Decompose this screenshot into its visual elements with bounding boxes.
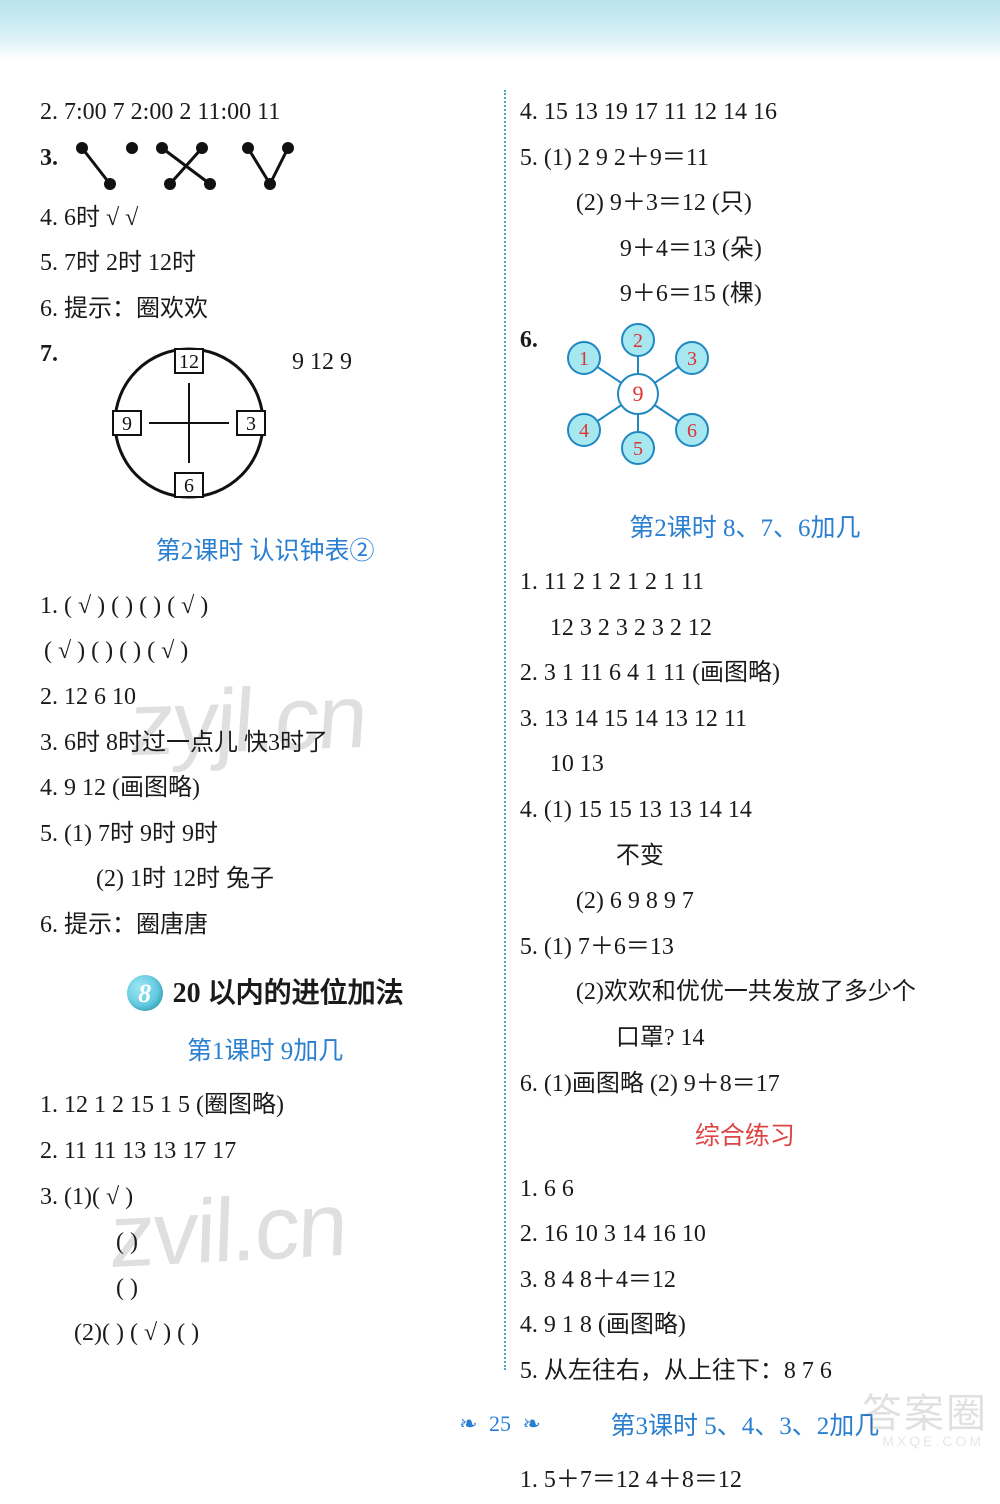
l-s2-q5b: (2) 1时 12时 兔子 bbox=[40, 857, 490, 903]
l-s2-q3: 3. 6时 8时过一点儿 快3时了 bbox=[40, 721, 490, 767]
heading-comprehensive: 综合练习 bbox=[520, 1113, 970, 1161]
l-q7-row: 7. 12 3 6 9 9 12 9 bbox=[40, 332, 490, 520]
page-footer: ❧ 25 ❧ bbox=[0, 1411, 1000, 1437]
svg-text:6: 6 bbox=[687, 420, 697, 442]
section-badge-icon: 8 bbox=[127, 975, 163, 1011]
svg-text:3: 3 bbox=[246, 413, 256, 435]
heading-lesson1-9plus: 第1课时 9加几 bbox=[40, 1028, 490, 1076]
clock-diagram: 12 3 6 9 bbox=[104, 338, 274, 508]
svg-text:9: 9 bbox=[632, 381, 643, 406]
l-q4: 4. 6时 √ √ bbox=[40, 196, 490, 242]
r-b-q6: 6. (1)画图略 (2) 9＋8＝17 bbox=[520, 1062, 970, 1108]
r-b-q4a: 4. (1) 15 15 13 13 14 14 bbox=[520, 788, 970, 834]
l-s8-q2: 2. 11 11 13 13 17 17 bbox=[40, 1129, 490, 1175]
r-q5c: 9＋4＝13 (朵) bbox=[520, 227, 970, 273]
l-s8-q3a: 3. (1)( √ ) bbox=[40, 1175, 490, 1221]
svg-text:2: 2 bbox=[633, 330, 643, 352]
svg-text:5: 5 bbox=[633, 438, 643, 460]
l-q2: 2. 7:00 7 2:00 2 11:00 11 bbox=[40, 90, 490, 136]
page-number: 25 bbox=[489, 1411, 511, 1436]
l-s8-q3c: ( ) bbox=[40, 1266, 490, 1312]
r-b-q5a: 5. (1) 7＋6＝13 bbox=[520, 925, 970, 971]
l-q6: 6. 提示：圈欢欢 bbox=[40, 287, 490, 333]
r-c-q3: 3. 8 4 8＋4＝12 bbox=[520, 1258, 970, 1304]
top-banner bbox=[0, 0, 1000, 60]
left-column: 2. 7:00 7 2:00 2 11:00 11 3. 4. 6时 √ √ 5… bbox=[40, 90, 490, 1504]
r-q5b: (2) 9＋3＝12 (只) bbox=[520, 181, 970, 227]
footer-ornament-right: ❧ bbox=[523, 1411, 541, 1436]
r-b-q1b: 12 3 2 3 2 3 2 12 bbox=[520, 606, 970, 652]
section-8-heading: 8 20 以内的进位加法 bbox=[40, 967, 490, 1020]
l-s8-q3b: ( ) bbox=[40, 1220, 490, 1266]
l-q3-label: 3. bbox=[40, 136, 58, 182]
right-column: 4. 15 13 19 17 11 12 14 16 5. (1) 2 9 2＋… bbox=[520, 90, 970, 1504]
r-b-q3a: 3. 13 14 15 14 13 12 11 bbox=[520, 697, 970, 743]
l-s8-q1: 1. 12 1 2 15 1 5 (圈图略) bbox=[40, 1083, 490, 1129]
r-b-q2: 2. 3 1 11 6 4 1 11 (画图略) bbox=[520, 651, 970, 697]
l-s2-q4: 4. 9 12 (画图略) bbox=[40, 766, 490, 812]
r-b-q5b: (2)欢欢和优优一共发放了多少个 bbox=[520, 970, 970, 1016]
r-q5d: 9＋6＝15 (棵) bbox=[520, 272, 970, 318]
l-s8-q3d: (2)( ) ( √ ) ( ) bbox=[40, 1311, 490, 1357]
corner-logo: 答案圈 bbox=[862, 1381, 988, 1439]
svg-text:6: 6 bbox=[184, 475, 194, 497]
l-s2-q1a: 1. ( √ ) ( ) ( ) ( √ ) bbox=[40, 584, 490, 630]
r-c-q4: 4. 9 1 8 (画图略) bbox=[520, 1303, 970, 1349]
svg-text:1: 1 bbox=[579, 348, 589, 370]
r-q5a: 5. (1) 2 9 2＋9＝11 bbox=[520, 136, 970, 182]
r-q6-row: 6. 1 2 3 4 5 6 9 bbox=[520, 318, 970, 497]
r-q4: 4. 15 13 19 17 11 12 14 16 bbox=[520, 90, 970, 136]
matching-dots-diagram bbox=[70, 136, 310, 196]
l-q5: 5. 7时 2时 12时 bbox=[40, 241, 490, 287]
two-column-layout: 2. 7:00 7 2:00 2 11:00 11 3. 4. 6时 √ √ 5… bbox=[0, 60, 1000, 1504]
column-divider bbox=[490, 90, 520, 1504]
svg-text:9: 9 bbox=[122, 413, 132, 435]
svg-text:12: 12 bbox=[179, 351, 199, 373]
divider-line bbox=[504, 90, 506, 1370]
r-b-q4c: (2) 6 9 8 9 7 bbox=[520, 879, 970, 925]
r-c-q2: 2. 16 10 3 14 16 10 bbox=[520, 1212, 970, 1258]
r-b-q4b: 不变 bbox=[520, 834, 970, 880]
footer-ornament-left: ❧ bbox=[459, 1411, 477, 1436]
l-s2-q2: 2. 12 6 10 bbox=[40, 675, 490, 721]
l-q7-label: 7. bbox=[40, 332, 58, 378]
l-q3-row: 3. bbox=[40, 136, 490, 196]
l-q7-side: 9 12 9 bbox=[292, 332, 352, 386]
r-q6-label: 6. bbox=[520, 318, 538, 364]
svg-text:3: 3 bbox=[687, 348, 697, 370]
r-b-q3b: 10 13 bbox=[520, 742, 970, 788]
r-b-q1a: 1. 11 2 1 2 1 2 1 11 bbox=[520, 560, 970, 606]
heading-lesson2-876: 第2课时 8、7、6加几 bbox=[520, 505, 970, 553]
r-d-q1: 1. 5＋7＝12 4＋8＝12 bbox=[520, 1458, 970, 1504]
l-s2-q1b: ( √ ) ( ) ( ) ( √ ) bbox=[40, 629, 490, 675]
r-b-q5c: 口罩? 14 bbox=[520, 1016, 970, 1062]
svg-text:4: 4 bbox=[579, 420, 589, 442]
l-s2-q6: 6. 提示：圈唐唐 bbox=[40, 903, 490, 949]
r-c-q1: 1. 6 6 bbox=[520, 1167, 970, 1213]
corner-sub: MXQE.COM bbox=[882, 1433, 984, 1449]
section-8-title: 20 以内的进位加法 bbox=[173, 967, 404, 1020]
heading-lesson2-clock: 第2课时 认识钟表② bbox=[40, 528, 490, 576]
radial-star-diagram: 1 2 3 4 5 6 9 bbox=[548, 322, 728, 470]
l-s2-q5a: 5. (1) 7时 9时 9时 bbox=[40, 812, 490, 858]
